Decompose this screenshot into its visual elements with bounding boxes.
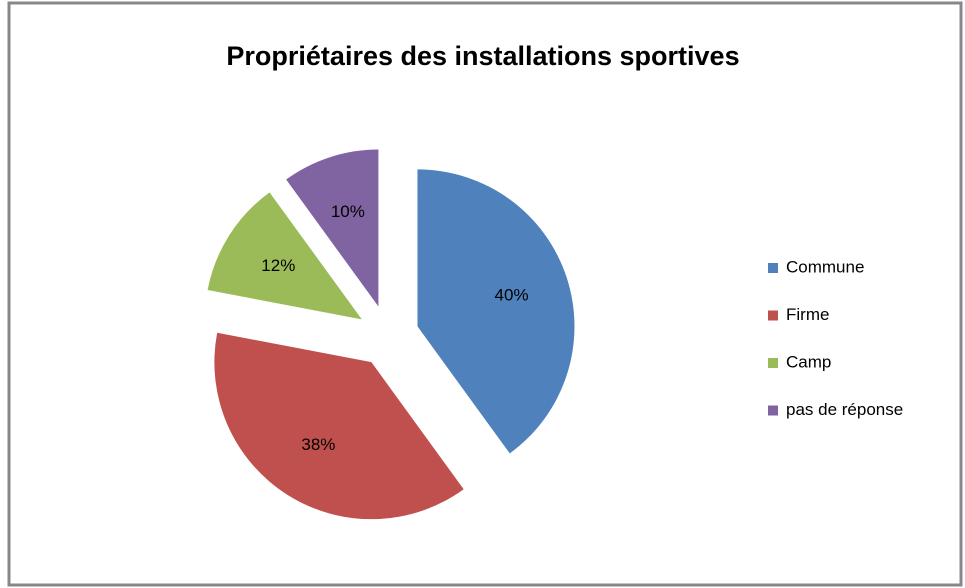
pie-slice (286, 149, 379, 307)
legend-swatch (768, 310, 778, 321)
data-label: 40% (495, 285, 529, 304)
chart-title: Propriétaires des installations sportive… (226, 41, 739, 71)
pie-slice (207, 192, 362, 320)
data-label: 10% (331, 202, 365, 221)
legend-label: Camp (786, 352, 831, 371)
legend-swatch (768, 405, 778, 416)
pie-slice (214, 332, 464, 520)
pie-slice (417, 169, 575, 454)
legend-label: pas de réponse (786, 400, 903, 419)
legend-swatch (768, 358, 778, 368)
legend-label: Commune (786, 257, 864, 276)
data-label: 38% (301, 435, 335, 454)
legend-label: Firme (786, 305, 829, 324)
legend-swatch (768, 263, 778, 273)
data-label: 12% (261, 256, 295, 275)
